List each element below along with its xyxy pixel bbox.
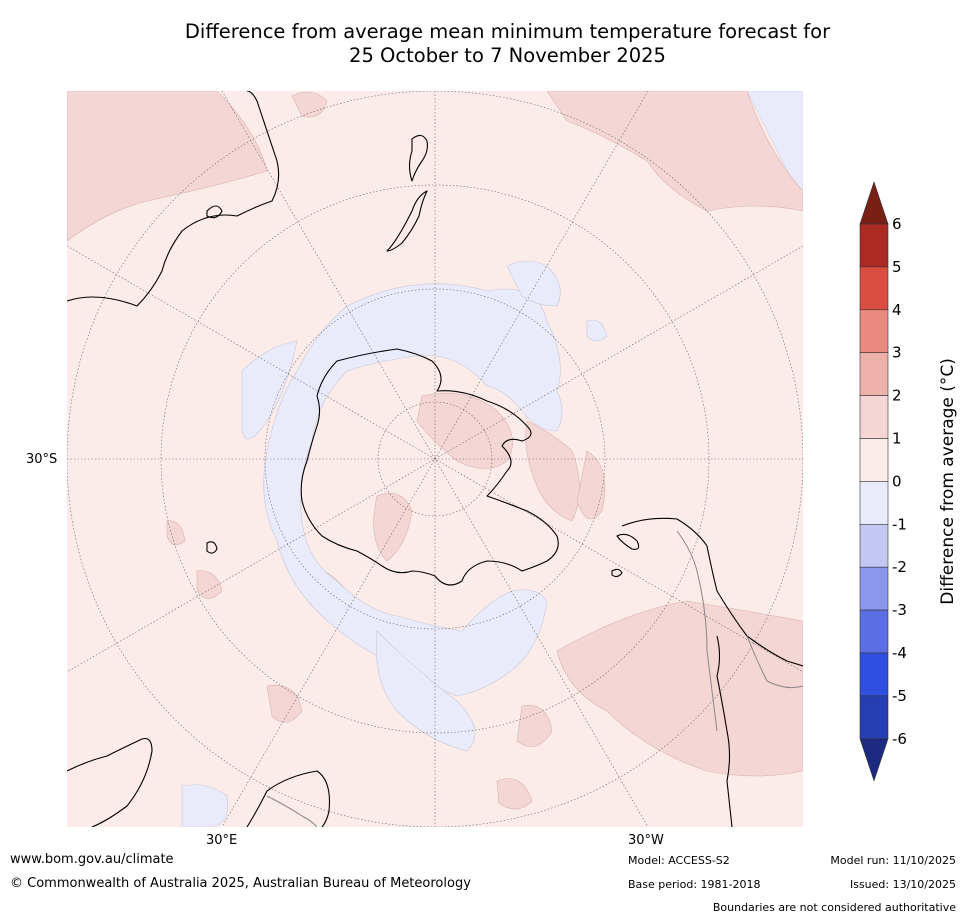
south-georgia (611, 568, 623, 578)
lat-label-30s: 30°S (26, 452, 58, 467)
footer-issued: Issued: 13/10/2025 (849, 878, 956, 891)
colorbar-tick-label: -6 (892, 730, 907, 748)
colorbar-extend-over (859, 181, 889, 225)
footer-disclaimer: Boundaries are not considered authoritat… (712, 901, 956, 914)
south-america-coastline (621, 517, 803, 827)
footer-copyright: © Commonwealth of Australia 2025, Austra… (10, 876, 471, 891)
colorbar-bin-c0_1 (859, 438, 889, 482)
footer-base-period: Base period: 1981-2018 (628, 878, 761, 891)
colorbar-tick-label: -5 (892, 687, 907, 705)
polar-map (67, 91, 803, 827)
anomaly-cool-south (375, 630, 476, 752)
madagascar (206, 541, 218, 554)
south-america-islands (616, 533, 640, 550)
anomaly-patch-south-2 (266, 684, 303, 723)
africa-coastline (67, 737, 331, 827)
nz-south-island (386, 190, 428, 252)
nz-north-island (408, 134, 428, 182)
anomaly-patch-lower-left (373, 492, 413, 562)
colorbar-tick-label: 1 (892, 430, 902, 448)
colorbar-tick-label: -1 (892, 515, 907, 533)
colorbar-bin-cm1_0 (859, 481, 889, 525)
colorbar-tick-label: 2 (892, 387, 902, 405)
footer-model-run: Model run: 11/10/2025 (830, 854, 956, 867)
anomaly-patch-south-1 (516, 704, 553, 747)
colorbar-tick-label: 5 (892, 258, 902, 276)
colorbar-tick-label: 4 (892, 301, 902, 319)
anomaly-cool-ne-small (586, 319, 608, 342)
colorbar-tick-label: 6 (892, 215, 902, 233)
footer-website: www.bom.gov.au/climate (10, 852, 174, 867)
anomaly-patch-ne (546, 91, 803, 212)
anomaly-patch-west-2 (166, 520, 186, 546)
colorbar-bin-c4_5 (859, 266, 889, 311)
australia-coastline (67, 91, 280, 307)
colorbar-bin-c5_6 (859, 223, 889, 268)
anomaly-cool-nub-east (506, 260, 561, 307)
colorbar-bin-c2_3 (859, 352, 889, 396)
title-line-1: Difference from average mean minimum tem… (184, 20, 831, 43)
colorbar-bin-c3_4 (859, 309, 889, 354)
lon-label-30w: 30°W (628, 833, 664, 848)
title-line-2: 25 October to 7 November 2025 (349, 44, 666, 67)
colorbar-bin-cm3_m2 (859, 566, 889, 611)
colorbar-bin-cm2_m1 (859, 523, 889, 568)
colorbar-tick-label: 3 (892, 344, 902, 362)
antarctica-coastline (300, 348, 559, 586)
anomaly-cool-bottom-left (181, 784, 229, 827)
footer-model: Model: ACCESS-S2 (628, 854, 730, 867)
colorbar-tick-label: -2 (892, 558, 907, 576)
anomaly-patch-bottom-mid (496, 778, 533, 810)
africa-borders (266, 795, 318, 827)
south-america-borders (676, 530, 803, 732)
anomaly-patch-nw (67, 91, 268, 242)
anomaly-cool-west-arc (241, 340, 298, 440)
colorbar-bin-c1_2 (859, 395, 889, 439)
anomaly-patch-peninsula (576, 450, 606, 520)
colorbar-tick-label: 0 (892, 472, 902, 490)
anomaly-patch-center (416, 392, 513, 469)
map-title: Difference from average mean minimum tem… (100, 20, 915, 68)
latitude-circle-2 (264, 288, 606, 630)
colorbar: 6 5 4 3 2 1 0 -1 -2 -3 -4 -5 -6 Difference from avera… (859, 181, 958, 782)
anomaly-patch-east-stripe (525, 420, 580, 522)
anomaly-patch-se-large (556, 600, 803, 777)
colorbar-tick-label: -4 (892, 644, 907, 662)
colorbar-label: Difference from average (°C) (938, 358, 958, 605)
colorbar-bin-cm4_m3 (859, 609, 889, 654)
colorbar-tick-label: -3 (892, 601, 907, 619)
colorbar-extend-under (859, 738, 889, 782)
colorbar-bin-cm6_m5 (859, 695, 889, 740)
colorbar-bin-cm5_m4 (859, 652, 889, 697)
tasmania (206, 205, 223, 219)
anomaly-patch-west-1 (196, 570, 223, 599)
lon-label-30e: 30°E (206, 833, 238, 848)
anomaly-cool-ring (263, 283, 563, 697)
anomaly-patch-ne-small (291, 91, 328, 118)
